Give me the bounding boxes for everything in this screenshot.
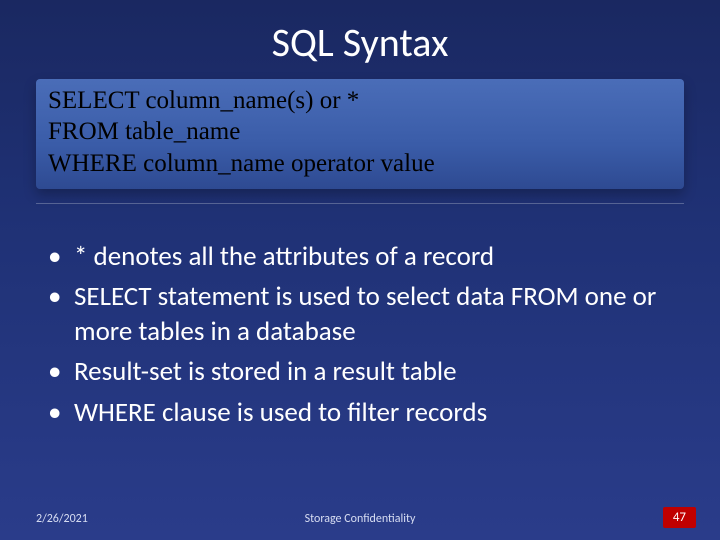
bullet-text: Result-set is stored in a result table (74, 355, 457, 388)
bullet-text: * denotes all the attributes of a record (74, 240, 494, 273)
divider (36, 203, 684, 204)
slide: SQL Syntax SELECT column_name(s) or * FR… (0, 0, 720, 540)
footer: 2/26/2021 Storage Confidentiality 47 (0, 512, 720, 526)
bullet-item: WHERE clause is used to filter records (48, 396, 672, 431)
bullet-text: WHERE clause is used to filter records (74, 396, 487, 429)
code-line: WHERE column_name operator value (48, 148, 672, 179)
bullet-list: * denotes all the attributes of a record… (48, 240, 672, 437)
bullet-item: SELECT statement is used to select data … (48, 280, 672, 349)
footer-center: Storage Confidentiality (0, 512, 720, 526)
page-badge: 47 (663, 507, 696, 528)
bullet-text: SELECT statement is used to select data … (74, 280, 656, 348)
slide-title: SQL Syntax (0, 18, 720, 67)
footer-date: 2/26/2021 (36, 512, 88, 526)
bullet-item: * denotes all the attributes of a record (48, 240, 672, 275)
code-line: FROM table_name (48, 116, 672, 147)
code-line: SELECT column_name(s) or * (48, 85, 672, 116)
sql-syntax-box: SELECT column_name(s) or * FROM table_na… (36, 79, 684, 189)
bullet-item: Result-set is stored in a result table (48, 355, 672, 390)
